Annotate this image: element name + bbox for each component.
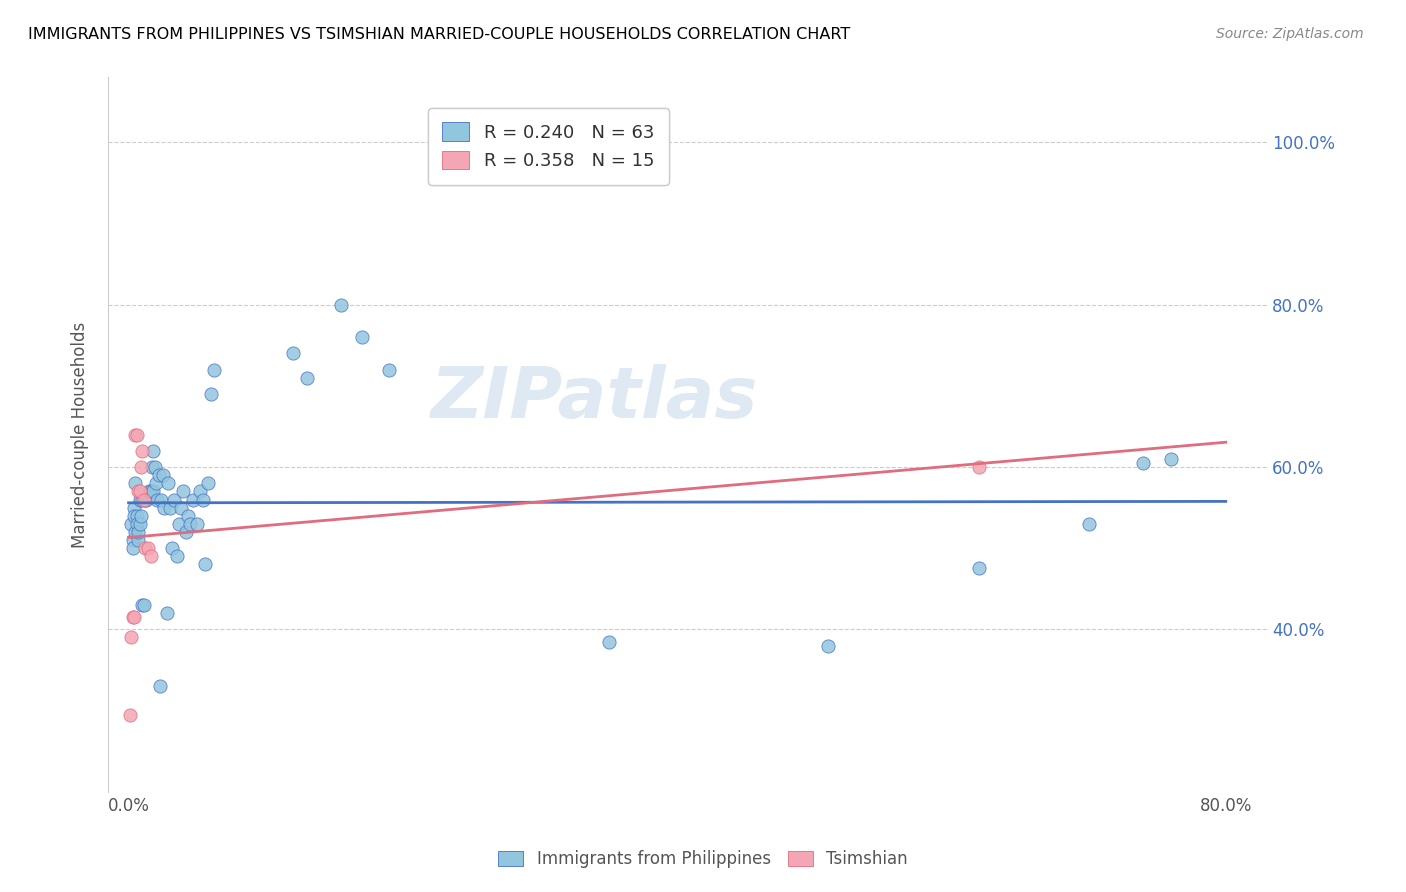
Point	[135, 492, 157, 507]
Point	[121, 533, 143, 547]
Point	[148, 468, 170, 483]
Point	[170, 500, 193, 515]
Point	[131, 443, 153, 458]
Point	[817, 639, 839, 653]
Point	[121, 541, 143, 556]
Point	[150, 492, 173, 507]
Point	[350, 330, 373, 344]
Point	[136, 541, 159, 556]
Point	[967, 460, 990, 475]
Point	[153, 500, 176, 515]
Point	[179, 516, 201, 531]
Point	[142, 484, 165, 499]
Legend: R = 0.240   N = 63, R = 0.358   N = 15: R = 0.240 N = 63, R = 0.358 N = 15	[427, 108, 669, 185]
Point	[146, 492, 169, 507]
Point	[124, 476, 146, 491]
Point	[128, 516, 150, 531]
Point	[125, 427, 148, 442]
Point	[127, 524, 149, 539]
Point	[122, 508, 145, 523]
Point	[128, 484, 150, 499]
Point	[295, 370, 318, 384]
Point	[127, 484, 149, 499]
Point	[169, 516, 191, 531]
Point	[134, 492, 156, 507]
Text: Source: ZipAtlas.com: Source: ZipAtlas.com	[1216, 27, 1364, 41]
Point	[152, 468, 174, 483]
Point	[122, 500, 145, 515]
Point	[118, 707, 141, 722]
Point	[132, 492, 155, 507]
Point	[134, 541, 156, 556]
Point	[1132, 456, 1154, 470]
Point	[120, 631, 142, 645]
Point	[181, 492, 204, 507]
Point	[174, 524, 197, 539]
Point	[598, 634, 620, 648]
Point	[162, 541, 184, 556]
Point	[139, 549, 162, 564]
Point	[191, 492, 214, 507]
Point	[138, 484, 160, 499]
Point	[121, 610, 143, 624]
Point	[139, 484, 162, 499]
Point	[127, 533, 149, 547]
Point	[142, 443, 165, 458]
Point	[122, 610, 145, 624]
Point	[202, 362, 225, 376]
Point	[120, 516, 142, 531]
Point	[141, 460, 163, 475]
Point	[129, 460, 152, 475]
Point	[128, 492, 150, 507]
Point	[188, 484, 211, 499]
Legend: Immigrants from Philippines, Tsimshian: Immigrants from Philippines, Tsimshian	[492, 844, 914, 875]
Point	[166, 549, 188, 564]
Point	[172, 484, 194, 499]
Point	[200, 387, 222, 401]
Text: ZIPatlas: ZIPatlas	[432, 364, 758, 434]
Point	[176, 508, 198, 523]
Point	[378, 362, 401, 376]
Point	[156, 606, 179, 620]
Point	[124, 427, 146, 442]
Text: IMMIGRANTS FROM PHILIPPINES VS TSIMSHIAN MARRIED-COUPLE HOUSEHOLDS CORRELATION C: IMMIGRANTS FROM PHILIPPINES VS TSIMSHIAN…	[28, 27, 851, 42]
Point	[157, 476, 180, 491]
Point	[1160, 451, 1182, 466]
Point	[129, 508, 152, 523]
Point	[186, 516, 208, 531]
Point	[124, 524, 146, 539]
Point	[145, 476, 167, 491]
Y-axis label: Married-couple Households: Married-couple Households	[72, 321, 89, 548]
Point	[143, 460, 166, 475]
Point	[197, 476, 219, 491]
Point	[330, 298, 353, 312]
Point	[125, 508, 148, 523]
Point	[967, 561, 990, 575]
Point	[131, 598, 153, 612]
Point	[163, 492, 186, 507]
Point	[149, 679, 172, 693]
Point	[1077, 516, 1099, 531]
Point	[194, 558, 217, 572]
Point	[281, 346, 304, 360]
Point	[131, 492, 153, 507]
Point	[159, 500, 181, 515]
Point	[125, 516, 148, 531]
Point	[132, 598, 155, 612]
